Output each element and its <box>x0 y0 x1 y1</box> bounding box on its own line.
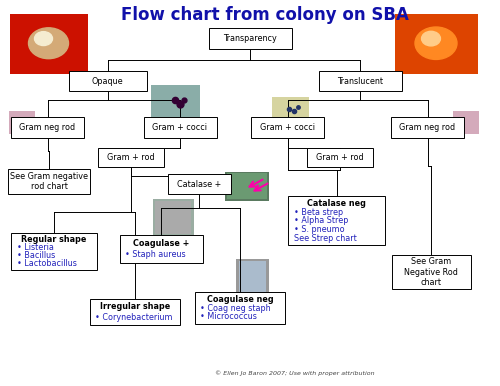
FancyBboxPatch shape <box>98 148 164 167</box>
Text: • Corynebacterium: • Corynebacterium <box>96 313 173 322</box>
Circle shape <box>28 28 68 59</box>
Bar <box>227 173 267 199</box>
Text: See Gram negative
rod chart: See Gram negative rod chart <box>10 172 88 191</box>
Bar <box>238 261 266 296</box>
Bar <box>452 111 478 134</box>
Text: Translucent: Translucent <box>337 76 383 86</box>
Text: Opaque: Opaque <box>92 76 124 86</box>
FancyBboxPatch shape <box>208 28 292 49</box>
Text: • Coag neg staph: • Coag neg staph <box>200 303 271 313</box>
Text: Transparency: Transparency <box>223 34 277 43</box>
Text: © Ellen Jo Baron 2007; Use with proper attribution: © Ellen Jo Baron 2007; Use with proper a… <box>215 371 375 376</box>
FancyBboxPatch shape <box>307 148 373 167</box>
FancyBboxPatch shape <box>168 174 230 194</box>
Text: Coagulase neg: Coagulase neg <box>206 295 274 304</box>
FancyBboxPatch shape <box>251 117 324 138</box>
Text: Coagulase +: Coagulase + <box>133 239 189 248</box>
Text: • Lactobacillus: • Lactobacillus <box>16 259 76 268</box>
Circle shape <box>415 27 457 59</box>
Text: Flow chart from colony on SBA: Flow chart from colony on SBA <box>121 7 409 24</box>
Text: Irregular shape: Irregular shape <box>100 302 170 311</box>
Text: Gram + cocci: Gram + cocci <box>260 123 315 132</box>
FancyBboxPatch shape <box>90 299 180 325</box>
Text: • S. pneumo: • S. pneumo <box>294 225 344 234</box>
Text: Catalase +: Catalase + <box>177 179 221 189</box>
Bar <box>272 97 309 124</box>
Bar <box>10 14 88 74</box>
Circle shape <box>34 32 52 46</box>
Bar <box>395 14 477 74</box>
Bar <box>152 199 194 235</box>
Bar <box>225 172 269 201</box>
Text: • Alpha Strep: • Alpha Strep <box>294 216 348 225</box>
Text: • Bacillus: • Bacillus <box>16 251 55 260</box>
Text: Gram + cocci: Gram + cocci <box>152 123 208 132</box>
Text: Gram + rod: Gram + rod <box>107 153 155 162</box>
Text: See Gram
Negative Rod
chart: See Gram Negative Rod chart <box>404 257 458 287</box>
FancyBboxPatch shape <box>144 117 216 138</box>
Bar <box>155 201 191 234</box>
FancyBboxPatch shape <box>8 169 90 194</box>
FancyBboxPatch shape <box>11 117 84 138</box>
Bar <box>151 85 200 120</box>
Text: Regular shape: Regular shape <box>22 235 86 244</box>
FancyBboxPatch shape <box>392 255 470 289</box>
Text: Gram + rod: Gram + rod <box>316 153 364 162</box>
Text: See Strep chart: See Strep chart <box>294 234 356 243</box>
FancyBboxPatch shape <box>288 196 385 245</box>
Text: Gram neg rod: Gram neg rod <box>400 123 456 132</box>
Text: Gram neg rod: Gram neg rod <box>20 123 76 132</box>
Bar <box>9 111 35 134</box>
FancyBboxPatch shape <box>120 235 202 262</box>
FancyBboxPatch shape <box>11 233 97 270</box>
Text: Catalase neg: Catalase neg <box>307 199 366 208</box>
Text: • Beta strep: • Beta strep <box>294 208 343 217</box>
FancyBboxPatch shape <box>68 71 146 91</box>
Text: • Micrococcus: • Micrococcus <box>200 312 257 321</box>
Text: • Listeria: • Listeria <box>16 243 54 252</box>
Text: • Staph aureus: • Staph aureus <box>125 250 186 259</box>
FancyBboxPatch shape <box>391 117 464 138</box>
Bar <box>236 259 268 298</box>
FancyBboxPatch shape <box>318 71 402 91</box>
Circle shape <box>422 31 440 46</box>
FancyBboxPatch shape <box>194 293 285 323</box>
